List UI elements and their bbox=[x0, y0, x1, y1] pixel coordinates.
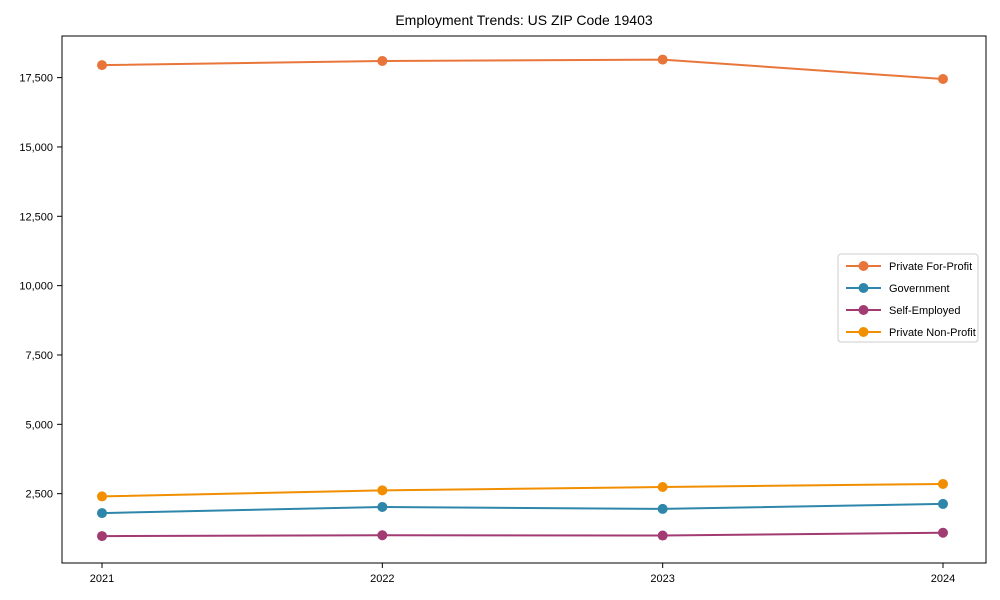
y-tick-label: 15,000 bbox=[19, 142, 53, 154]
legend-label: Private Non-Profit bbox=[889, 327, 976, 339]
data-point-marker bbox=[657, 482, 668, 493]
data-point-marker bbox=[938, 478, 948, 489]
series-line bbox=[101, 502, 944, 515]
data-point-marker bbox=[657, 503, 668, 514]
data-point-marker bbox=[938, 73, 948, 84]
legend-marker bbox=[858, 283, 869, 293]
legend-item: Private Non-Profit bbox=[846, 327, 976, 339]
legend-label: Self-Employed bbox=[889, 305, 961, 317]
x-tick-label: 2024 bbox=[931, 573, 955, 585]
data-point-marker bbox=[657, 54, 668, 65]
legend-label: Government bbox=[889, 283, 950, 295]
x-tick-label: 2022 bbox=[370, 573, 394, 585]
legend-marker bbox=[858, 305, 869, 315]
chart-title: Employment Trends: US ZIP Code 19403 bbox=[395, 12, 653, 28]
data-point-marker bbox=[97, 60, 107, 71]
y-tick-label: 10,000 bbox=[19, 281, 53, 293]
legend-item: Private For-Profit bbox=[846, 261, 972, 273]
legend-box bbox=[837, 253, 979, 343]
series-line bbox=[101, 482, 944, 498]
legend-marker bbox=[858, 261, 869, 271]
data-point-marker bbox=[377, 55, 388, 66]
y-tick-label: 17,500 bbox=[19, 73, 53, 85]
data-point-marker bbox=[938, 527, 948, 538]
axes-frame bbox=[61, 35, 987, 564]
series-line bbox=[101, 531, 944, 538]
x-tick-label: 2023 bbox=[650, 573, 674, 585]
legend-item: Self-Employed bbox=[846, 305, 961, 317]
data-point-marker bbox=[97, 531, 107, 542]
legend-marker bbox=[858, 327, 869, 337]
y-tick-label: 7,500 bbox=[25, 350, 53, 362]
data-point-marker bbox=[657, 530, 668, 541]
data-point-marker bbox=[377, 485, 388, 496]
data-point-marker bbox=[97, 491, 107, 502]
data-point-marker bbox=[377, 530, 388, 541]
data-point-marker bbox=[97, 508, 107, 519]
legend-label: Private For-Profit bbox=[889, 261, 972, 273]
data-point-marker bbox=[377, 501, 388, 512]
x-tick-label: 2021 bbox=[90, 573, 114, 585]
y-tick-label: 5,000 bbox=[25, 419, 53, 431]
series-line bbox=[101, 58, 944, 80]
y-tick-label: 12,500 bbox=[19, 211, 53, 223]
data-point-marker bbox=[938, 498, 948, 509]
legend-item: Government bbox=[846, 283, 950, 295]
y-tick-label: 2,500 bbox=[25, 489, 53, 501]
